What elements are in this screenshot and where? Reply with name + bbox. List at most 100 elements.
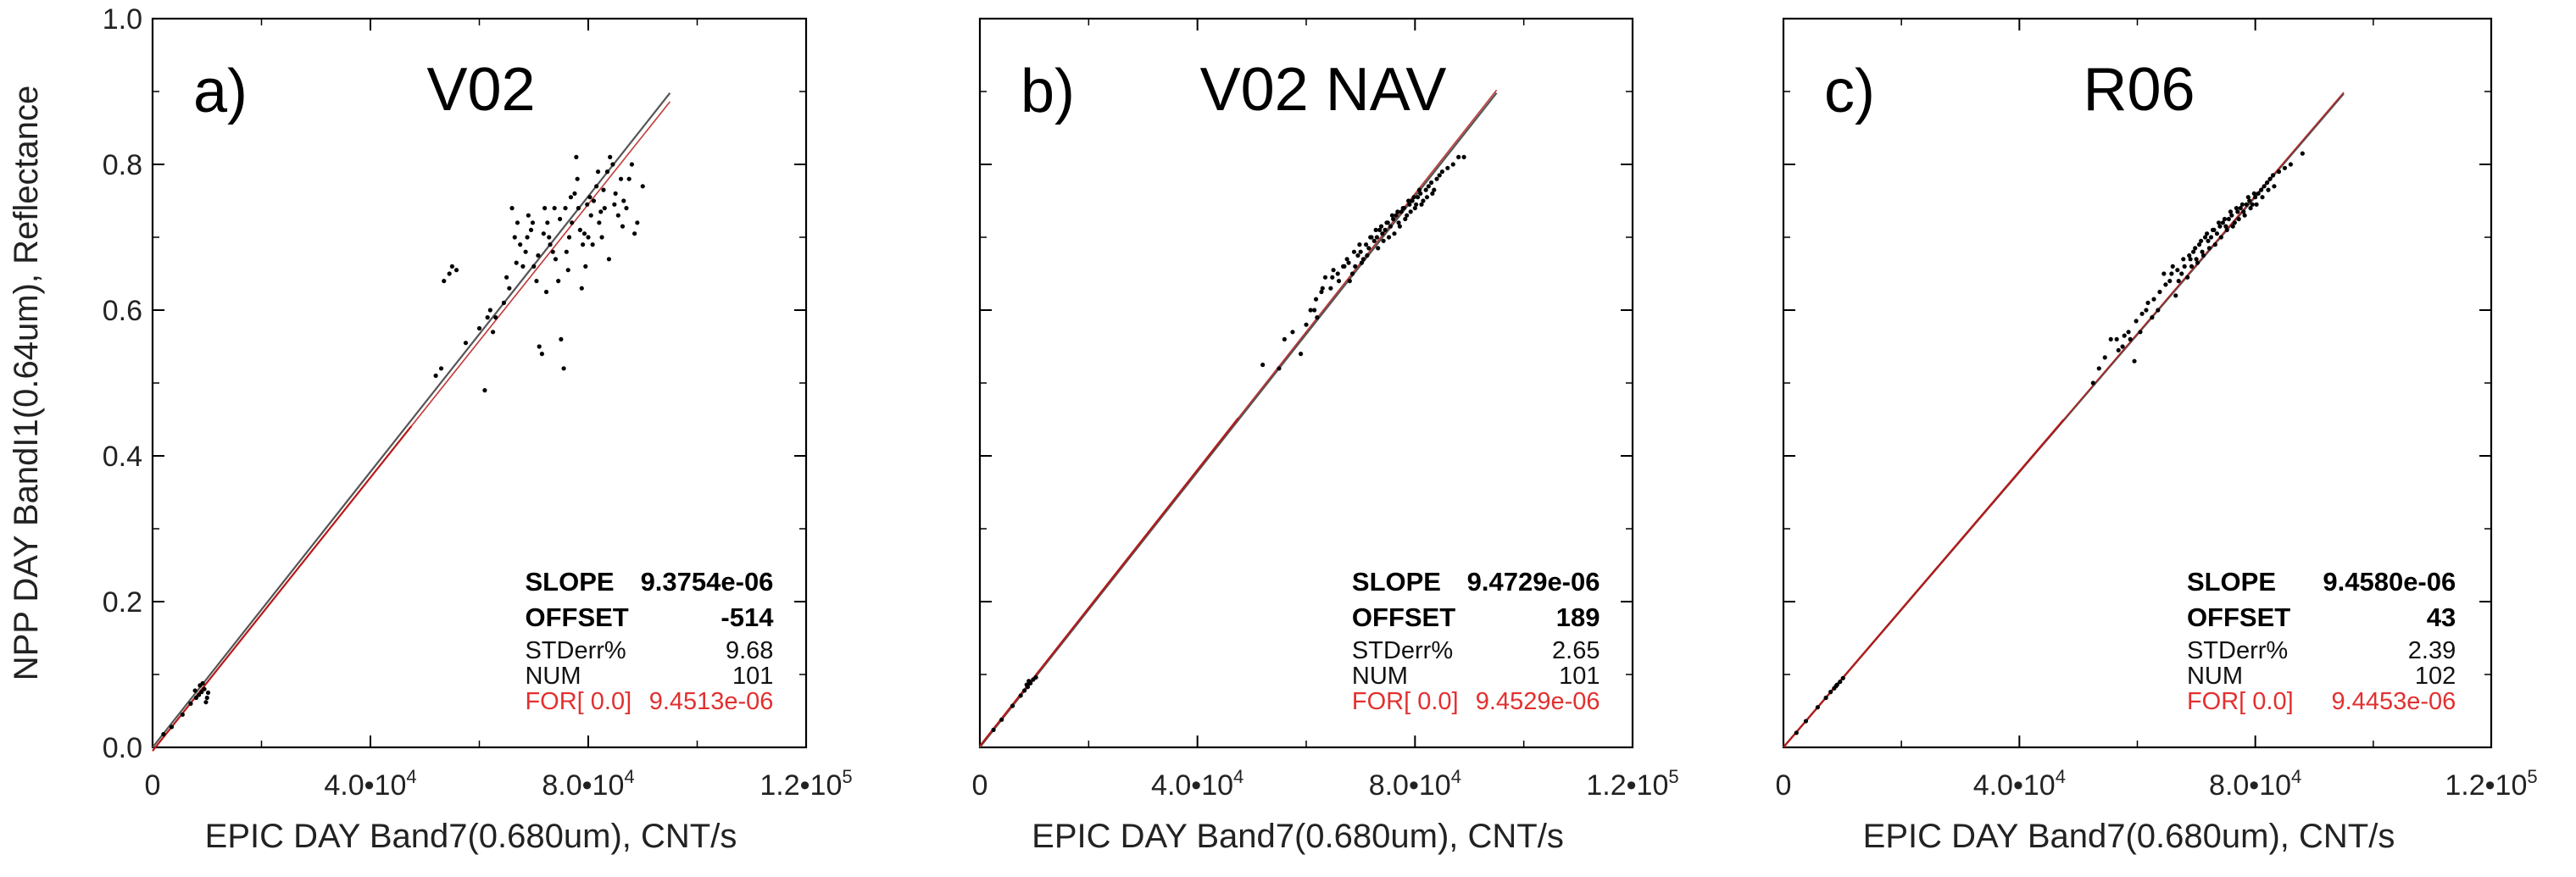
data-point bbox=[2132, 358, 2137, 364]
data-point bbox=[1378, 224, 1384, 229]
stat-slope-label: SLOPE bbox=[1352, 567, 1441, 597]
data-point bbox=[2288, 162, 2294, 167]
data-point bbox=[1282, 336, 1287, 341]
data-point bbox=[568, 195, 574, 200]
panel-label: b) bbox=[1021, 58, 1075, 125]
data-point bbox=[2234, 206, 2239, 211]
data-point bbox=[1428, 180, 1434, 186]
data-point bbox=[640, 184, 645, 189]
data-point bbox=[161, 731, 166, 737]
data-point bbox=[200, 680, 205, 686]
data-point bbox=[2220, 220, 2225, 225]
data-point bbox=[2193, 246, 2198, 251]
stat-for-label: FOR[ 0.0] bbox=[2187, 688, 2294, 715]
data-point bbox=[2173, 293, 2178, 298]
data-point bbox=[553, 257, 559, 262]
data-point bbox=[2182, 264, 2187, 269]
data-point bbox=[2170, 264, 2175, 269]
data-point bbox=[565, 268, 570, 273]
data-point bbox=[2194, 257, 2199, 262]
data-point bbox=[2108, 336, 2113, 341]
data-point bbox=[579, 286, 584, 291]
data-point bbox=[2267, 176, 2273, 181]
data-point bbox=[2169, 271, 2174, 276]
data-point bbox=[463, 341, 469, 346]
data-point bbox=[2205, 231, 2210, 236]
data-point bbox=[2188, 257, 2193, 262]
data-point bbox=[2272, 184, 2277, 189]
data-point bbox=[620, 224, 626, 229]
stat-num-value: 102 bbox=[2415, 663, 2456, 690]
data-point bbox=[2114, 336, 2119, 341]
data-point bbox=[2264, 180, 2270, 186]
data-point bbox=[1376, 246, 1381, 251]
data-point bbox=[1022, 688, 1027, 693]
data-point bbox=[618, 176, 624, 181]
data-point bbox=[536, 253, 541, 258]
data-point bbox=[2228, 209, 2234, 214]
data-point bbox=[531, 264, 537, 269]
data-point bbox=[199, 690, 204, 695]
data-point bbox=[615, 213, 620, 218]
data-point bbox=[1423, 187, 1428, 192]
data-point bbox=[588, 213, 593, 218]
data-point bbox=[2156, 308, 2161, 313]
regression-line-full bbox=[152, 101, 671, 752]
data-point bbox=[1322, 275, 1328, 280]
data-point bbox=[2259, 187, 2264, 192]
data-point bbox=[543, 289, 549, 295]
data-point bbox=[612, 202, 617, 207]
data-point bbox=[1336, 279, 1342, 284]
data-point bbox=[597, 220, 602, 225]
data-point bbox=[2216, 220, 2222, 225]
panel-label: a) bbox=[193, 58, 248, 125]
panel-title: V02 bbox=[426, 56, 535, 124]
data-point bbox=[1315, 315, 1320, 320]
data-point bbox=[2224, 227, 2229, 232]
data-point bbox=[1371, 238, 1377, 243]
data-point bbox=[1312, 308, 1317, 313]
data-point bbox=[1400, 206, 1405, 211]
data-point bbox=[528, 227, 534, 232]
stat-num-label: NUM bbox=[525, 663, 581, 690]
data-point bbox=[1365, 253, 1370, 258]
data-point bbox=[180, 712, 185, 717]
data-point bbox=[1353, 264, 1358, 269]
data-point bbox=[629, 162, 635, 167]
data-point bbox=[507, 286, 512, 291]
plot-frame bbox=[1782, 17, 2493, 749]
data-point bbox=[2254, 202, 2259, 207]
stat-stderr-label: STDerr% bbox=[525, 637, 626, 664]
data-point bbox=[1399, 209, 1404, 214]
data-point bbox=[1412, 206, 1417, 211]
stat-offset-value: 189 bbox=[1556, 602, 1600, 632]
data-point bbox=[598, 209, 604, 214]
data-point bbox=[2250, 202, 2255, 207]
y-axis-label: NPP DAY BandI1(0.64um), Reflectance bbox=[8, 86, 45, 681]
data-point bbox=[2163, 282, 2168, 287]
data-point bbox=[2138, 330, 2143, 335]
data-point bbox=[193, 695, 198, 701]
data-point bbox=[1432, 187, 1437, 192]
data-point bbox=[2251, 191, 2256, 196]
x-tick-mantissa: 8.0•10 bbox=[1369, 769, 1451, 802]
data-point bbox=[1010, 703, 1015, 708]
data-point bbox=[594, 184, 599, 189]
data-point bbox=[1290, 330, 1295, 335]
data-point bbox=[537, 344, 542, 349]
data-point bbox=[2245, 195, 2251, 200]
x-tick-exponent: 5 bbox=[842, 766, 852, 787]
data-point bbox=[2200, 253, 2206, 258]
plot-frame bbox=[151, 17, 808, 749]
data-point bbox=[1434, 176, 1439, 181]
x-tick-exponent: 5 bbox=[1668, 766, 1678, 787]
data-point bbox=[1408, 209, 1413, 214]
data-point bbox=[2191, 249, 2196, 254]
x-tick-exponent: 4 bbox=[406, 766, 416, 787]
data-point bbox=[1392, 231, 1397, 236]
data-point bbox=[485, 315, 490, 320]
data-point bbox=[1320, 286, 1325, 291]
x-tick-mantissa: 0 bbox=[972, 769, 988, 802]
data-point bbox=[2214, 231, 2220, 236]
data-point bbox=[991, 727, 996, 732]
